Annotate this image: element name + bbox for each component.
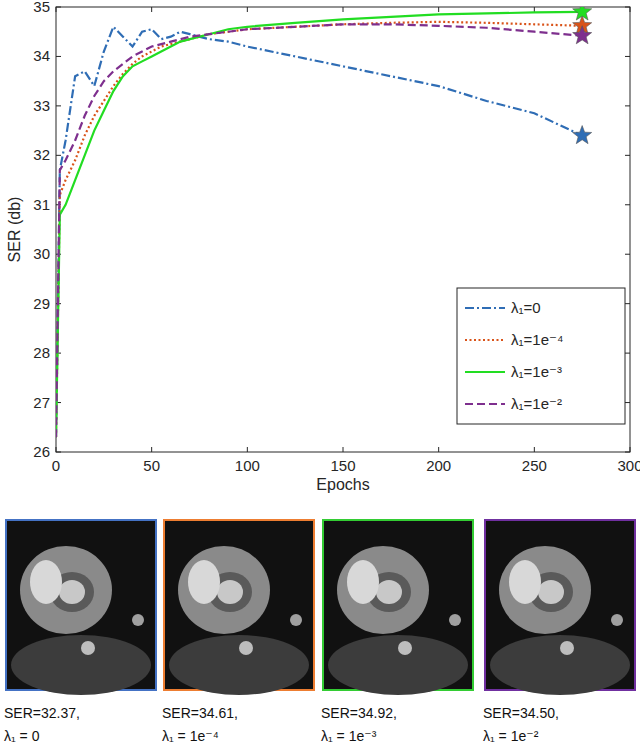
x-tick-label: 200 [426,457,451,474]
legend-label: λ₁=1e⁻⁴ [511,331,563,348]
x-tick-label: 150 [330,457,355,474]
legend-label: λ₁=0 [511,299,541,316]
anatomy [11,635,151,695]
y-tick [625,155,630,156]
series-group [56,7,592,437]
x-tick [247,447,248,452]
y-tick-label: 31 [33,196,50,213]
anatomy [239,641,253,655]
y-tick [625,105,630,106]
y-tick-label: 29 [33,295,50,312]
anatomy [59,580,85,604]
plot-area [56,7,630,452]
end-marker [573,26,592,44]
anatomy [347,560,379,604]
y-tick-label: 28 [33,344,50,361]
legend-swatch [465,371,505,373]
y-tick [625,303,630,304]
end-marker [573,126,592,144]
y-tick [56,105,61,106]
anatomy [30,560,62,604]
anatomy [490,635,630,695]
x-tick [534,447,535,452]
panel-label: λ₁ = 0 [4,728,40,744]
panel-caption: SER=34.61, [162,705,238,721]
anatomy [132,614,144,626]
legend-swatch [465,403,505,405]
anatomy [81,641,95,655]
x-tick [534,7,535,12]
panel-caption: SER=34.50, [483,705,559,721]
anatomy [376,580,402,604]
panel-label: λ₁ = 1e⁻³ [321,728,377,744]
figure: 0 50 100 150 200 250 300 26 27 28 29 30 31 32 33 34 35 Ep… [0,0,640,755]
image-panel [164,520,314,695]
anatomy [178,546,270,634]
x-tick [438,7,439,12]
x-tick-label: 100 [235,457,260,474]
y-tick [625,204,630,205]
anatomy [611,614,623,626]
anatomy [217,580,243,604]
y-tick [56,56,61,57]
plot-frame [56,7,630,452]
x-tick [151,447,152,452]
x-tick [438,447,439,452]
x-axis-label: Epochs [316,476,369,493]
end-marker [573,7,592,20]
panel-caption: SER=32.37, [4,705,80,721]
anatomy [20,546,112,634]
anatomy [538,580,564,604]
panel-label: λ₁ = 1e⁻² [483,728,539,744]
legend-box [457,288,625,424]
anatomy [290,614,302,626]
anatomy [328,635,468,695]
x-tick [151,7,152,12]
image-panel [6,520,156,695]
y-tick-label: 34 [33,47,50,64]
panel-caption: SER=34.92, [321,705,397,721]
y-tick [625,56,630,57]
y-tick-label: 27 [33,394,50,411]
panel-label: λ₁ = 1e⁻⁴ [162,728,219,744]
legend-label: λ₁=1e⁻³ [511,363,562,380]
legend-swatch [465,307,505,309]
anatomy [499,546,591,634]
anatomy [398,641,412,655]
y-tick-label: 35 [33,0,50,15]
x-tick [343,7,344,12]
y-axis-label: SER (db) [6,197,23,263]
image-panel [323,520,473,695]
legend-swatch [465,339,505,341]
y-tick-label: 26 [33,443,50,460]
y-tick-label: 32 [33,146,50,163]
anatomy [337,546,429,634]
anatomy [449,614,461,626]
x-tick [343,447,344,452]
y-tick [56,155,61,156]
x-tick-label: 250 [522,457,547,474]
anatomy [560,641,574,655]
x-tick-label: 300 [617,457,640,474]
image-panel [485,520,635,695]
x-tick [247,7,248,12]
x-tick-label: 50 [143,457,160,474]
legend-label: λ₁=1e⁻² [511,395,562,412]
y-tick-label: 33 [33,97,50,114]
anatomy [169,635,309,695]
y-tick [625,353,630,354]
y-tick [625,254,630,255]
anatomy [188,560,220,604]
y-tick [625,402,630,403]
anatomy [509,560,541,604]
y-tick-label: 30 [33,245,50,262]
x-tick-label: 0 [52,457,60,474]
legend: λ₁=0 λ₁=1e⁻⁴ λ₁=1e⁻³ λ₁=1e⁻² [457,288,625,424]
